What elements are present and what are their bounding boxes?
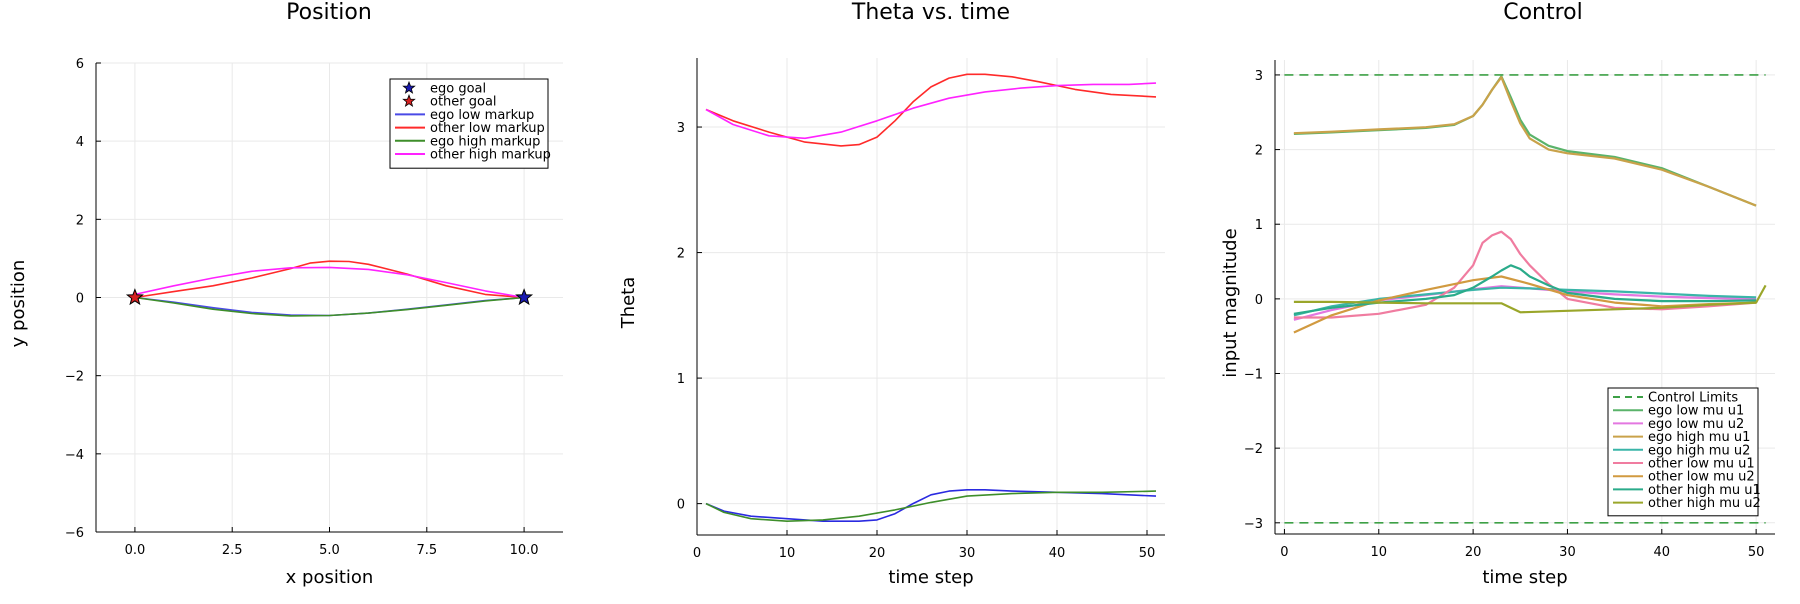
series-line-4 [705,490,1157,522]
y-axis-label: y position [8,260,29,348]
x-tick-label: 0.0 [125,543,146,558]
legend-label: other high mu u1 [1648,483,1761,498]
series-line-4 [134,266,525,299]
y-tick-label: 0 [677,498,685,513]
x-tick-label: 50 [1139,546,1156,561]
y-tick-label: 3 [677,121,685,136]
goal-marker-1 [515,288,534,306]
plot-area [705,73,1157,522]
y-tick-label: −6 [65,526,84,541]
series-line-3 [1293,75,1757,207]
legend-label: other goal [430,95,497,110]
x-tick-label: 20 [869,546,886,561]
legend-label: ego high mu u2 [1648,443,1750,458]
x-tick-label: 40 [1049,546,1066,561]
legend-label: other high markup [430,148,551,163]
x-tick-label: 0 [1280,545,1288,560]
panel-2: 0 10 20 30 40 50 0 1 2 3 Theta vs. time time step Th… [618,0,1165,588]
y-tick-label: 4 [76,135,84,150]
series-line-2 [134,260,525,299]
legend-label: ego low mu u2 [1648,417,1744,432]
series-line-3 [134,296,525,317]
legend-label: ego goal [430,82,486,97]
x-tick-label: 7.5 [416,543,437,558]
chart-title: Theta vs. time [851,0,1010,25]
series-line-3 [705,489,1157,522]
legend-label: ego high mu u1 [1648,430,1750,445]
series-line-5 [1293,76,1757,207]
series-line-1 [705,73,1157,147]
x-tick-label: 40 [1654,545,1671,560]
y-tick-label: 2 [677,247,685,262]
legend-label: ego high markup [430,134,540,149]
x-tick-label: 2.5 [222,543,243,558]
y-axis-label: Theta [618,277,639,330]
x-axis-label: time step [888,567,973,588]
legend-label: other high mu u2 [1648,496,1761,511]
x-tick-label: 10.0 [510,543,539,558]
goal-marker-2 [125,288,144,306]
y-tick-label: 0 [76,292,84,307]
panel-1: 0.0 2.5 5.0 7.5 10.0 −6 −4 −2 0 2 4 6 Position x posi… [8,0,563,588]
y-tick-label: −2 [1244,442,1263,457]
y-tick-label: 3 [1255,69,1263,84]
panel-3: 0 10 20 30 40 50 −3 −2 −1 0 1 2 3 Control time step inp… [1220,0,1775,588]
legend-label: ego low mu u1 [1648,404,1744,419]
x-axis-label: x position [286,567,374,588]
chart-title: Position [286,0,372,25]
y-tick-label: 1 [1255,218,1263,233]
legend-label: ego low markup [430,108,534,123]
y-tick-label: −3 [1244,517,1263,532]
x-tick-label: 30 [959,546,976,561]
x-axis-label: time step [1482,567,1567,588]
legend-label: Control Limits [1648,391,1738,406]
series-line-10 [1293,284,1767,314]
y-tick-label: −2 [65,370,84,385]
x-tick-label: 30 [1559,545,1576,560]
chart-title: Control [1503,0,1583,25]
y-tick-label: 1 [677,372,685,387]
y-tick-label: 6 [76,57,84,72]
legend-star-icon [402,94,416,108]
x-tick-label: 5.0 [319,543,340,558]
series-line-2 [705,82,1157,140]
x-tick-label: 50 [1748,545,1765,560]
legend-label: other low mu u2 [1648,470,1755,485]
y-axis-label: input magnitude [1220,228,1241,377]
plot-area [134,260,525,317]
y-tick-label: 0 [1255,293,1263,308]
x-tick-label: 10 [1371,545,1388,560]
y-tick-label: −1 [1244,368,1263,383]
series-line-9 [1293,264,1757,315]
x-tick-label: 10 [779,546,796,561]
legend-star-icon [402,80,416,94]
plot-area [1284,74,1767,524]
x-tick-label: 0 [693,546,701,561]
x-tick-label: 20 [1465,545,1482,560]
y-tick-label: −4 [65,448,84,463]
legend-label: other low markup [430,121,545,136]
y-tick-label: 2 [76,213,84,228]
y-tick-label: 2 [1255,144,1263,159]
series-line-6 [1293,286,1757,317]
legend-label: other low mu u1 [1648,457,1755,472]
